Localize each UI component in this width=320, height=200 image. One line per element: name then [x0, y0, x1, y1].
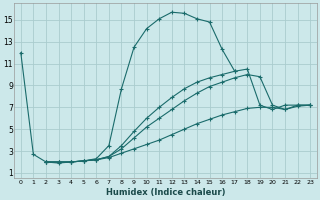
X-axis label: Humidex (Indice chaleur): Humidex (Indice chaleur) — [106, 188, 225, 197]
